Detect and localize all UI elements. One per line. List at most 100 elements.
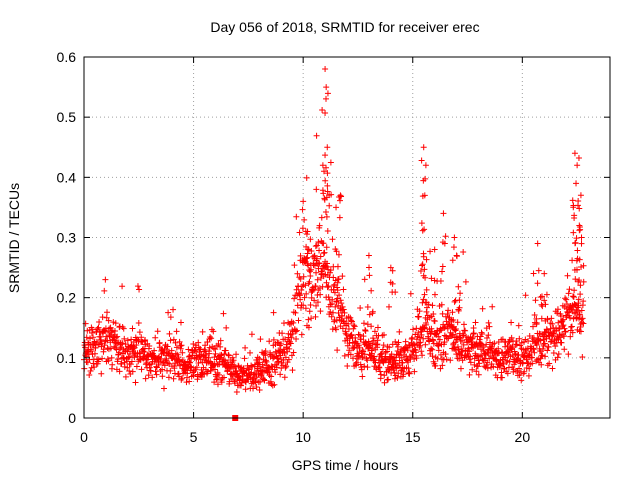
- data-point: [541, 297, 548, 304]
- data-point: [467, 359, 474, 366]
- data-point: [539, 303, 546, 310]
- data-point: [152, 334, 159, 341]
- data-point: [538, 293, 545, 300]
- data-point: [348, 318, 355, 325]
- data-point: [392, 289, 399, 296]
- data-point: [277, 340, 284, 347]
- data-point: [548, 315, 555, 322]
- data-point: [437, 365, 444, 372]
- data-point: [256, 355, 263, 362]
- data-point: [274, 354, 281, 361]
- data-point: [569, 329, 576, 336]
- data-point: [271, 381, 278, 388]
- data-point: [431, 291, 438, 298]
- data-point: [322, 177, 329, 184]
- data-point: [473, 368, 480, 375]
- data-point: [572, 276, 579, 283]
- data-point: [230, 375, 237, 382]
- data-point: [164, 360, 171, 367]
- data-point: [457, 290, 464, 297]
- data-point: [572, 239, 579, 246]
- data-point: [558, 339, 565, 346]
- data-point: [450, 244, 457, 251]
- data-point: [439, 362, 446, 369]
- data-point: [341, 309, 348, 316]
- data-point: [469, 366, 476, 373]
- data-point: [91, 364, 98, 371]
- data-point: [407, 354, 414, 361]
- data-point: [346, 347, 353, 354]
- data-point: [301, 216, 308, 223]
- data-point: [509, 343, 516, 350]
- data-point: [336, 292, 343, 299]
- data-point: [429, 346, 436, 353]
- data-point: [340, 286, 347, 293]
- data-point: [550, 330, 557, 337]
- data-point: [512, 341, 519, 348]
- data-point: [339, 273, 346, 280]
- data-point: [111, 327, 118, 334]
- axis-ticks: [83, 56, 610, 419]
- data-point: [394, 374, 401, 381]
- data-point: [554, 354, 561, 361]
- data-point: [94, 325, 101, 332]
- data-point: [580, 320, 587, 327]
- data-point: [537, 337, 544, 344]
- data-point: [533, 315, 540, 322]
- data-point: [421, 226, 428, 233]
- data-point: [291, 262, 298, 269]
- data-point: [380, 342, 387, 349]
- data-point: [410, 341, 417, 348]
- data-point: [221, 350, 228, 357]
- data-point: [323, 213, 330, 220]
- data-point: [106, 325, 113, 332]
- data-point: [469, 334, 476, 341]
- data-point: [171, 365, 178, 372]
- data-point: [418, 331, 425, 338]
- data-point: [100, 346, 107, 353]
- data-point: [569, 197, 576, 204]
- data-point: [275, 358, 282, 365]
- data-point: [108, 329, 115, 336]
- data-point: [292, 309, 299, 316]
- data-point: [197, 346, 204, 353]
- data-point: [450, 317, 457, 324]
- data-point: [532, 297, 539, 304]
- data-point: [347, 314, 354, 321]
- data-point: [333, 299, 340, 306]
- data-point: [326, 192, 333, 199]
- data-point: [253, 383, 260, 390]
- data-point: [563, 313, 570, 320]
- data-point: [358, 366, 365, 373]
- data-point: [559, 317, 566, 324]
- data-point: [257, 378, 264, 385]
- y-tick-label: 0: [68, 410, 76, 426]
- data-point: [154, 328, 161, 335]
- data-point: [502, 354, 509, 361]
- data-point: [525, 372, 532, 379]
- data-point: [294, 270, 301, 277]
- data-point: [170, 336, 177, 343]
- data-point: [334, 284, 341, 291]
- data-point: [176, 373, 183, 380]
- data-point: [325, 283, 332, 290]
- data-point: [533, 341, 540, 348]
- data-point: [322, 209, 329, 216]
- data-point: [340, 306, 347, 313]
- data-point: [416, 308, 423, 315]
- data-point: [569, 308, 576, 315]
- data-point: [542, 353, 549, 360]
- data-point: [573, 235, 580, 242]
- data-point: [454, 319, 461, 326]
- data-point: [293, 327, 300, 334]
- data-point: [332, 303, 339, 310]
- data-point: [577, 226, 584, 233]
- data-point: [315, 238, 322, 245]
- data-point: [579, 319, 586, 326]
- data-point: [125, 354, 132, 361]
- data-point: [211, 366, 218, 373]
- data-point: [362, 327, 369, 334]
- data-point: [421, 324, 428, 331]
- data-point: [134, 283, 141, 290]
- data-point: [535, 267, 542, 274]
